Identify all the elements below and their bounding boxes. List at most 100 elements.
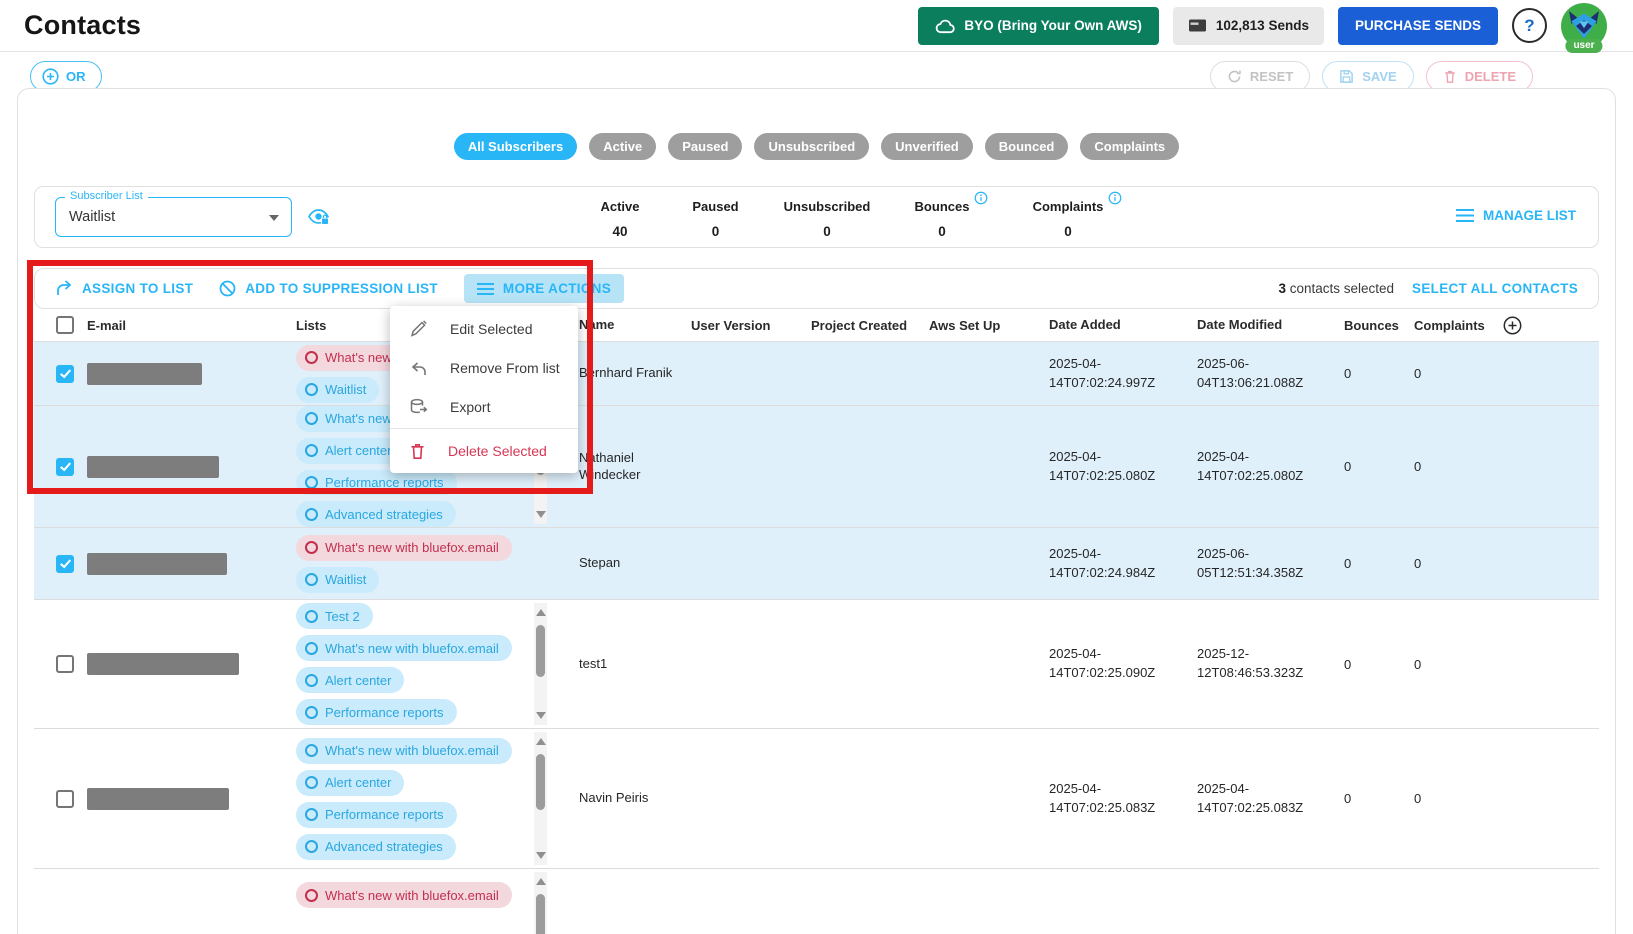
date-modified: 2025-04-14T07:02:25.083Z — [1197, 780, 1304, 815]
lists-cell: What's new with bluefox.email — [296, 869, 512, 934]
top-bar-actions: BYO (Bring Your Own AWS) 102,813 Sends P… — [918, 2, 1607, 53]
list-chip: Performance reports — [296, 469, 457, 496]
email-redacted — [87, 653, 239, 675]
cloud-icon — [935, 18, 956, 34]
filter-bounced[interactable]: Bounced — [984, 133, 1069, 160]
contact-name: Nathaniel Windecker — [579, 449, 641, 482]
column-date-added: Date Added — [1049, 316, 1121, 332]
hamburger-icon — [1456, 209, 1474, 222]
eye-privacy-icon[interactable] — [307, 207, 331, 227]
more-actions-button[interactable]: MORE ACTIONS — [463, 274, 625, 303]
row-checkbox[interactable] — [56, 554, 74, 573]
fox-logo-icon — [1561, 2, 1607, 49]
filter-unverified[interactable]: Unverified — [881, 133, 973, 160]
lists-cell: Test 2 What's new with bluefox.email Ale… — [296, 600, 512, 728]
plus-circle-icon — [42, 68, 59, 85]
row-checkbox[interactable] — [56, 655, 74, 673]
stat-complaints: Complaints 0 — [1013, 191, 1123, 239]
table-row: Test 2 What's new with bluefox.email Ale… — [34, 600, 1599, 729]
add-column-icon[interactable] — [1503, 309, 1522, 341]
bounces-value: 0 — [1344, 366, 1352, 381]
lists-cell: What's new with bluefox.email Alert cent… — [296, 729, 512, 868]
undo-arrow-icon — [409, 359, 428, 377]
complaints-value: 0 — [1414, 366, 1422, 381]
info-icon[interactable] — [1108, 191, 1122, 205]
chevron-down-icon — [269, 215, 279, 221]
subscriber-list-select[interactable]: Subscriber List Waitlist — [55, 190, 292, 237]
complaints-value: 0 — [1414, 656, 1422, 672]
row-checkbox[interactable] — [56, 457, 74, 476]
stat-paused: Paused 0 — [692, 199, 739, 239]
stat-active: Active 40 — [600, 199, 640, 239]
list-chip: Advanced strategies — [296, 833, 456, 860]
column-user-version: User Version — [691, 317, 771, 333]
bounces-value: 0 — [1344, 459, 1352, 474]
filter-active[interactable]: Active — [589, 133, 657, 160]
database-export-icon — [409, 398, 428, 415]
list-chip: Alert center — [296, 769, 405, 796]
table-row: What's new with bluefox.email Alert cent… — [34, 729, 1599, 869]
column-bounces: Bounces — [1344, 317, 1399, 333]
column-lists: Lists — [296, 317, 327, 333]
info-icon[interactable] — [974, 191, 988, 205]
filter-unsubscribed[interactable]: Unsubscribed — [754, 133, 870, 160]
list-chip: What's new with bluefox.email — [296, 737, 512, 764]
stat-bounces: Bounces 0 — [897, 191, 988, 239]
help-button[interactable]: ? — [1512, 8, 1547, 43]
reset-button[interactable]: RESET — [1209, 61, 1311, 92]
manage-list-button[interactable]: MANAGE LIST — [1456, 208, 1576, 223]
add-to-suppression-button[interactable]: ADD TO SUPPRESSION LIST — [219, 280, 438, 297]
column-complaints: Complaints — [1414, 317, 1485, 333]
byo-aws-button[interactable]: BYO (Bring Your Own AWS) — [918, 6, 1159, 45]
list-chip: What's new with bluefox.email — [296, 882, 512, 908]
assign-to-list-button[interactable]: ASSIGN TO LIST — [55, 280, 193, 297]
lists-scrollbar[interactable] — [534, 732, 547, 865]
top-bar: Contacts BYO (Bring Your Own AWS) 102,81… — [0, 0, 1633, 53]
selected-list-value: Waitlist — [69, 209, 116, 225]
list-summary-panel: Subscriber List Waitlist Active 40 Pause… — [34, 186, 1599, 248]
trash-icon — [1443, 69, 1457, 84]
hamburger-icon — [476, 282, 494, 295]
filter-paused[interactable]: Paused — [668, 133, 743, 160]
lists-scrollbar[interactable] — [534, 603, 547, 725]
bounces-value: 0 — [1344, 656, 1352, 672]
lists-scrollbar[interactable] — [534, 872, 547, 934]
assign-arrow-icon — [55, 280, 73, 297]
contacts-card: All Subscribers Active Paused Unsubscrib… — [17, 88, 1616, 934]
column-project-created: Project Created — [811, 317, 908, 333]
filter-all-subscribers[interactable]: All Subscribers — [453, 133, 578, 160]
bounces-value: 0 — [1344, 556, 1352, 571]
contact-name: test1 — [579, 655, 608, 671]
row-checkbox[interactable] — [56, 789, 74, 808]
date-added: 2025-04-14T07:02:24.984Z — [1049, 545, 1156, 580]
list-chip: Advanced strategies — [296, 501, 456, 527]
menu-item-export[interactable]: Export — [390, 387, 578, 426]
trash-icon — [409, 442, 426, 460]
menu-item-remove-from-list[interactable]: Remove From list — [390, 348, 578, 387]
pencil-icon — [409, 319, 428, 338]
delete-button[interactable]: DELETE — [1425, 61, 1533, 92]
bounces-value: 0 — [1344, 791, 1352, 806]
user-avatar[interactable]: user — [1561, 2, 1607, 53]
email-redacted — [87, 552, 227, 575]
menu-item-edit-selected[interactable]: Edit Selected — [390, 309, 578, 348]
column-date-modified: Date Modified — [1197, 316, 1283, 332]
table-row: What's new with bluefox.email — [34, 869, 1599, 934]
select-all-contacts-button[interactable]: SELECT ALL CONTACTS — [1412, 281, 1578, 296]
save-button[interactable]: SAVE — [1322, 61, 1414, 92]
column-email: E-mail — [87, 317, 127, 333]
list-chip: Waitlist — [296, 566, 380, 593]
list-chip: Waitlist — [296, 376, 380, 403]
more-actions-menu: Edit Selected Remove From list Export De… — [390, 306, 578, 473]
table-header: E-mail Lists Name User Version Project C… — [34, 309, 1599, 342]
menu-item-delete-selected[interactable]: Delete Selected — [390, 431, 578, 470]
save-icon — [1339, 69, 1354, 84]
complaints-value: 0 — [1414, 556, 1422, 571]
row-checkbox[interactable] — [56, 364, 74, 383]
purchase-sends-button[interactable]: PURCHASE SENDS — [1337, 6, 1498, 45]
filter-complaints[interactable]: Complaints — [1080, 133, 1180, 160]
list-chip: Performance reports — [296, 801, 457, 828]
refresh-icon — [1227, 69, 1242, 84]
column-name: Name — [579, 316, 615, 332]
select-all-checkbox[interactable] — [56, 316, 74, 334]
